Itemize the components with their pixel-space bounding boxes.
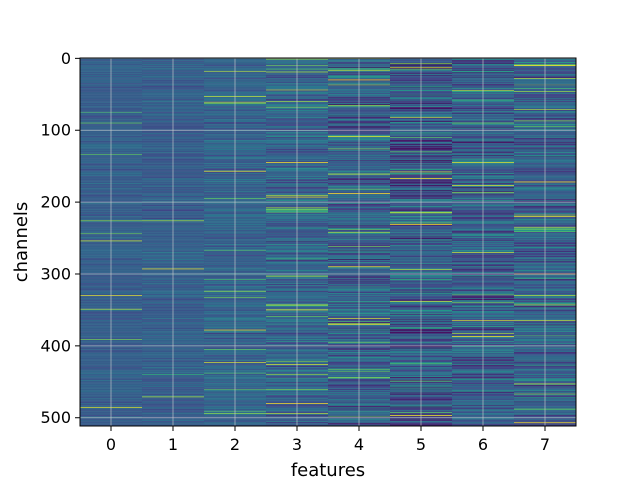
x-axis-label: features bbox=[291, 460, 365, 480]
x-tick-label-7: 7 bbox=[540, 435, 550, 454]
grid-lines bbox=[80, 57, 576, 426]
x-tick-label-3: 3 bbox=[292, 435, 302, 454]
x-tick-label-1: 1 bbox=[168, 435, 178, 454]
y-axis-ticks: 0 100 200 300 400 500 bbox=[40, 49, 80, 427]
y-tick-label-300: 300 bbox=[40, 264, 71, 283]
heatmap-cells bbox=[80, 58, 577, 427]
x-tick-label-6: 6 bbox=[478, 435, 488, 454]
x-tick-label-0: 0 bbox=[106, 435, 116, 454]
y-tick-label-100: 100 bbox=[40, 121, 71, 140]
plot-frame bbox=[79, 57, 577, 427]
y-tick-label-0: 0 bbox=[61, 49, 71, 68]
x-tick-label-5: 5 bbox=[416, 435, 426, 454]
x-tick-label-2: 2 bbox=[230, 435, 240, 454]
x-axis-ticks: 0 1 2 3 4 5 6 7 bbox=[106, 426, 550, 454]
y-axis-label: channels bbox=[11, 202, 32, 283]
x-tick-label-4: 4 bbox=[354, 435, 364, 454]
y-tick-label-500: 500 bbox=[40, 408, 71, 427]
y-tick-label-200: 200 bbox=[40, 193, 71, 212]
y-tick-label-400: 400 bbox=[40, 336, 71, 355]
